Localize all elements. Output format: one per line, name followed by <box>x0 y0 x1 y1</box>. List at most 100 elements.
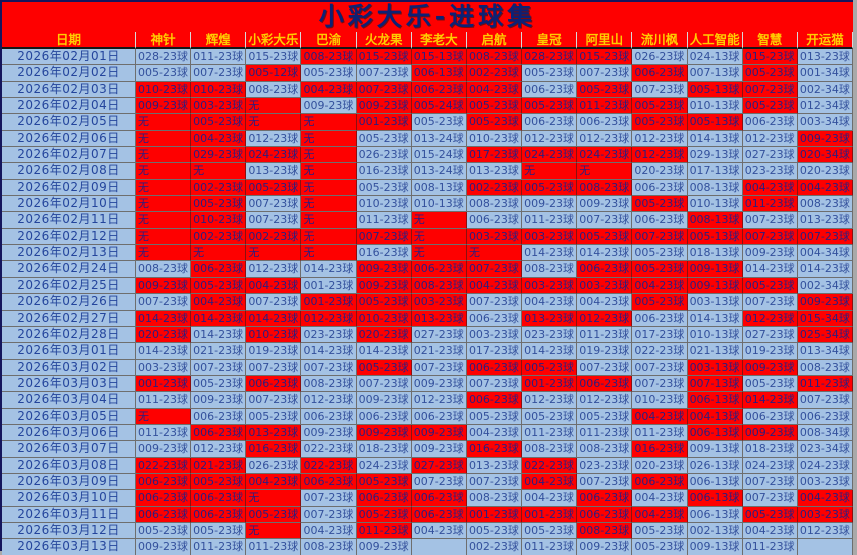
value-cell[interactable]: 014-23球 <box>246 310 302 327</box>
date-cell[interactable]: 2026年03月04日 <box>2 392 136 409</box>
value-cell[interactable]: 005-23球 <box>246 408 302 425</box>
value-cell[interactable]: 无 <box>301 179 357 197</box>
date-cell[interactable]: 2026年03月02日 <box>2 359 136 376</box>
value-cell[interactable]: 010-13球 <box>687 98 743 115</box>
value-cell[interactable]: 011-23球 <box>522 212 578 229</box>
value-cell[interactable]: 007-23球 <box>632 359 688 376</box>
value-cell[interactable]: 005-23球 <box>466 522 523 540</box>
value-cell[interactable]: 005-13球 <box>687 228 743 246</box>
value-cell[interactable]: 007-23球 <box>411 473 467 491</box>
value-cell[interactable]: 无 <box>246 522 302 540</box>
value-cell[interactable]: 008-23球 <box>466 490 523 507</box>
value-cell[interactable]: 019-23球 <box>577 343 633 360</box>
date-cell[interactable]: 2026年02月26日 <box>2 294 136 311</box>
value-cell[interactable]: 003-23球 <box>522 277 578 295</box>
value-cell[interactable]: 005-23球 <box>632 261 688 278</box>
value-cell[interactable]: 004-23球 <box>797 490 854 507</box>
value-cell[interactable]: 012-23球 <box>577 392 633 409</box>
value-cell[interactable]: 008-23球 <box>301 375 357 393</box>
value-cell[interactable]: 005-23球 <box>356 179 412 197</box>
value-cell[interactable]: 009-23球 <box>411 424 467 442</box>
value-cell[interactable]: 007-13球 <box>687 65 743 82</box>
value-cell[interactable]: 004-23球 <box>411 522 467 540</box>
value-cell[interactable]: 004-23球 <box>632 506 688 523</box>
date-cell[interactable]: 2026年03月01日 <box>2 343 136 360</box>
value-cell[interactable]: 007-23球 <box>411 359 467 376</box>
value-cell[interactable]: 007-23球 <box>742 473 798 491</box>
value-cell[interactable]: 006-13球 <box>687 392 743 409</box>
value-cell[interactable]: 007-23球 <box>577 212 633 229</box>
value-cell[interactable]: 011-23球 <box>522 539 578 555</box>
value-cell[interactable]: 002-23球 <box>466 65 523 82</box>
value-cell[interactable]: 007-23球 <box>301 490 357 507</box>
value-cell[interactable]: 015-24球 <box>411 147 467 164</box>
value-cell[interactable]: 005-23球 <box>632 294 688 311</box>
value-cell[interactable]: 022-23球 <box>632 343 688 360</box>
value-cell[interactable]: 007-23球 <box>466 473 523 491</box>
value-cell[interactable]: 016-23球 <box>356 163 412 180</box>
value-cell[interactable]: 005-23球 <box>191 473 247 491</box>
value-cell[interactable]: 011-23球 <box>577 424 633 442</box>
value-cell[interactable]: 003-23球 <box>577 277 633 295</box>
value-cell[interactable]: 006-23球 <box>191 424 247 442</box>
date-cell[interactable]: 2026年02月06日 <box>2 130 136 148</box>
value-cell[interactable]: 010-23球 <box>191 81 247 99</box>
value-cell[interactable]: 009-23球 <box>301 424 357 442</box>
value-cell[interactable]: 014-23球 <box>136 343 192 360</box>
value-cell[interactable]: 006-23球 <box>246 375 302 393</box>
value-cell[interactable]: 020-34球 <box>797 147 854 164</box>
value-cell[interactable]: 002-23球 <box>191 228 247 246</box>
value-cell[interactable]: 012-23球 <box>522 130 578 148</box>
value-cell[interactable]: 014-23球 <box>742 392 798 409</box>
value-cell[interactable]: 012-23球 <box>632 130 688 148</box>
value-cell[interactable]: 026-23球 <box>632 49 688 66</box>
value-cell[interactable]: 014-23球 <box>191 310 247 327</box>
value-cell[interactable]: 013-23球 <box>411 310 467 327</box>
value-cell[interactable]: 011-23球 <box>797 375 854 393</box>
value-cell[interactable]: 无 <box>301 245 357 262</box>
value-cell[interactable]: 007-23球 <box>356 81 412 99</box>
value-cell[interactable]: 011-23球 <box>742 539 798 555</box>
value-cell[interactable]: 005-23球 <box>632 98 688 115</box>
column-header[interactable]: 智慧 <box>742 32 798 49</box>
value-cell[interactable]: 007-13球 <box>687 375 743 393</box>
value-cell[interactable]: 011-23球 <box>246 539 302 555</box>
value-cell[interactable]: 007-23球 <box>742 81 798 99</box>
value-cell[interactable]: 007-23球 <box>246 359 302 376</box>
value-cell[interactable]: 027-23球 <box>742 147 798 164</box>
value-cell[interactable]: 005-23球 <box>742 277 798 295</box>
column-header[interactable]: 辉煌 <box>191 32 247 49</box>
value-cell[interactable]: 006-23球 <box>411 408 467 425</box>
value-cell[interactable]: 010-23球 <box>466 130 523 148</box>
value-cell[interactable]: 029-13球 <box>687 147 743 164</box>
value-cell[interactable]: 012-23球 <box>742 310 798 327</box>
value-cell[interactable]: 011-23球 <box>522 424 578 442</box>
value-cell[interactable]: 009-23球 <box>136 441 192 458</box>
value-cell[interactable]: 无 <box>577 163 633 180</box>
value-cell[interactable]: 007-23球 <box>356 228 412 246</box>
value-cell[interactable]: 004-23球 <box>522 294 578 311</box>
value-cell[interactable]: 009-23球 <box>356 424 412 442</box>
value-cell[interactable]: 008-23球 <box>577 441 633 458</box>
value-cell[interactable]: 005-23球 <box>742 375 798 393</box>
value-cell[interactable]: 009-23球 <box>577 539 633 555</box>
value-cell[interactable]: 006-23球 <box>742 408 798 425</box>
value-cell[interactable]: 020-23球 <box>632 163 688 180</box>
value-cell[interactable]: 010-13球 <box>687 196 743 213</box>
value-cell[interactable]: 003-23球 <box>466 326 523 344</box>
value-cell[interactable]: 021-23球 <box>411 343 467 360</box>
date-cell[interactable]: 2026年02月10日 <box>2 196 136 213</box>
value-cell[interactable]: 无 <box>246 245 302 262</box>
value-cell[interactable]: 007-23球 <box>191 65 247 82</box>
value-cell[interactable]: 005-23球 <box>742 65 798 82</box>
value-cell[interactable]: 无 <box>522 163 578 180</box>
value-cell[interactable]: 004-23球 <box>301 81 357 99</box>
value-cell[interactable]: 008-23球 <box>577 522 633 540</box>
value-cell[interactable]: 005-23球 <box>577 228 633 246</box>
value-cell[interactable]: 008-23球 <box>411 277 467 295</box>
value-cell[interactable]: 005-23球 <box>136 65 192 82</box>
value-cell[interactable]: 008-23球 <box>466 49 523 66</box>
value-cell[interactable]: 007-23球 <box>742 294 798 311</box>
value-cell[interactable]: 011-23球 <box>577 98 633 115</box>
date-cell[interactable]: 2026年02月13日 <box>2 245 136 262</box>
